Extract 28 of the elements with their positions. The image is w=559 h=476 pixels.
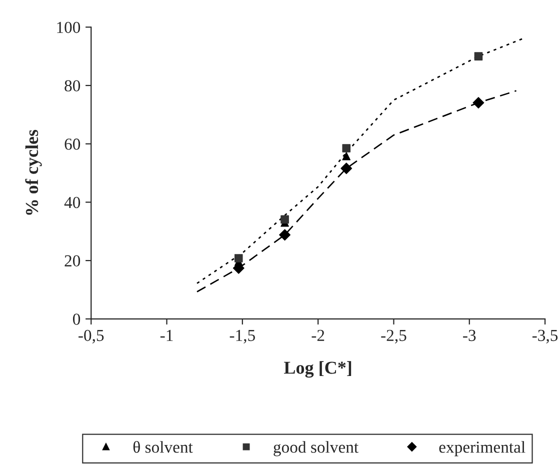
line-series [196,90,517,292]
x-tick-label: -1,5 [230,330,255,344]
legend-label: good solvent [274,441,358,456]
x-tick-label: -2 [312,330,324,341]
legend-label: experimental [439,441,526,456]
y-axis-title: % of cycles [25,130,42,215]
point [280,215,289,224]
x-tick-label: -1 [160,330,173,341]
line-series [196,38,524,284]
point [279,229,291,241]
y-tick-label: 60 [64,138,80,150]
legend-label: θ solvent [133,440,193,453]
point [474,52,483,60]
y-tick-label: 0 [73,314,80,325]
point [472,96,484,108]
x-tick-label: -0,5 [78,330,104,344]
point [342,152,351,160]
y-tick-label: 100 [57,22,80,34]
x-tick-label: -2,5 [381,330,406,344]
x-tick-label: -3,5 [532,330,558,344]
point [342,144,351,152]
y-tick-label: 80 [64,80,80,92]
y-tick-label: 40 [64,196,80,208]
point [340,162,352,174]
x-axis-title: Log [C*] [284,361,352,378]
y-tick-label: 20 [64,255,80,267]
point [234,254,243,262]
x-tick-label: -3 [463,330,476,342]
